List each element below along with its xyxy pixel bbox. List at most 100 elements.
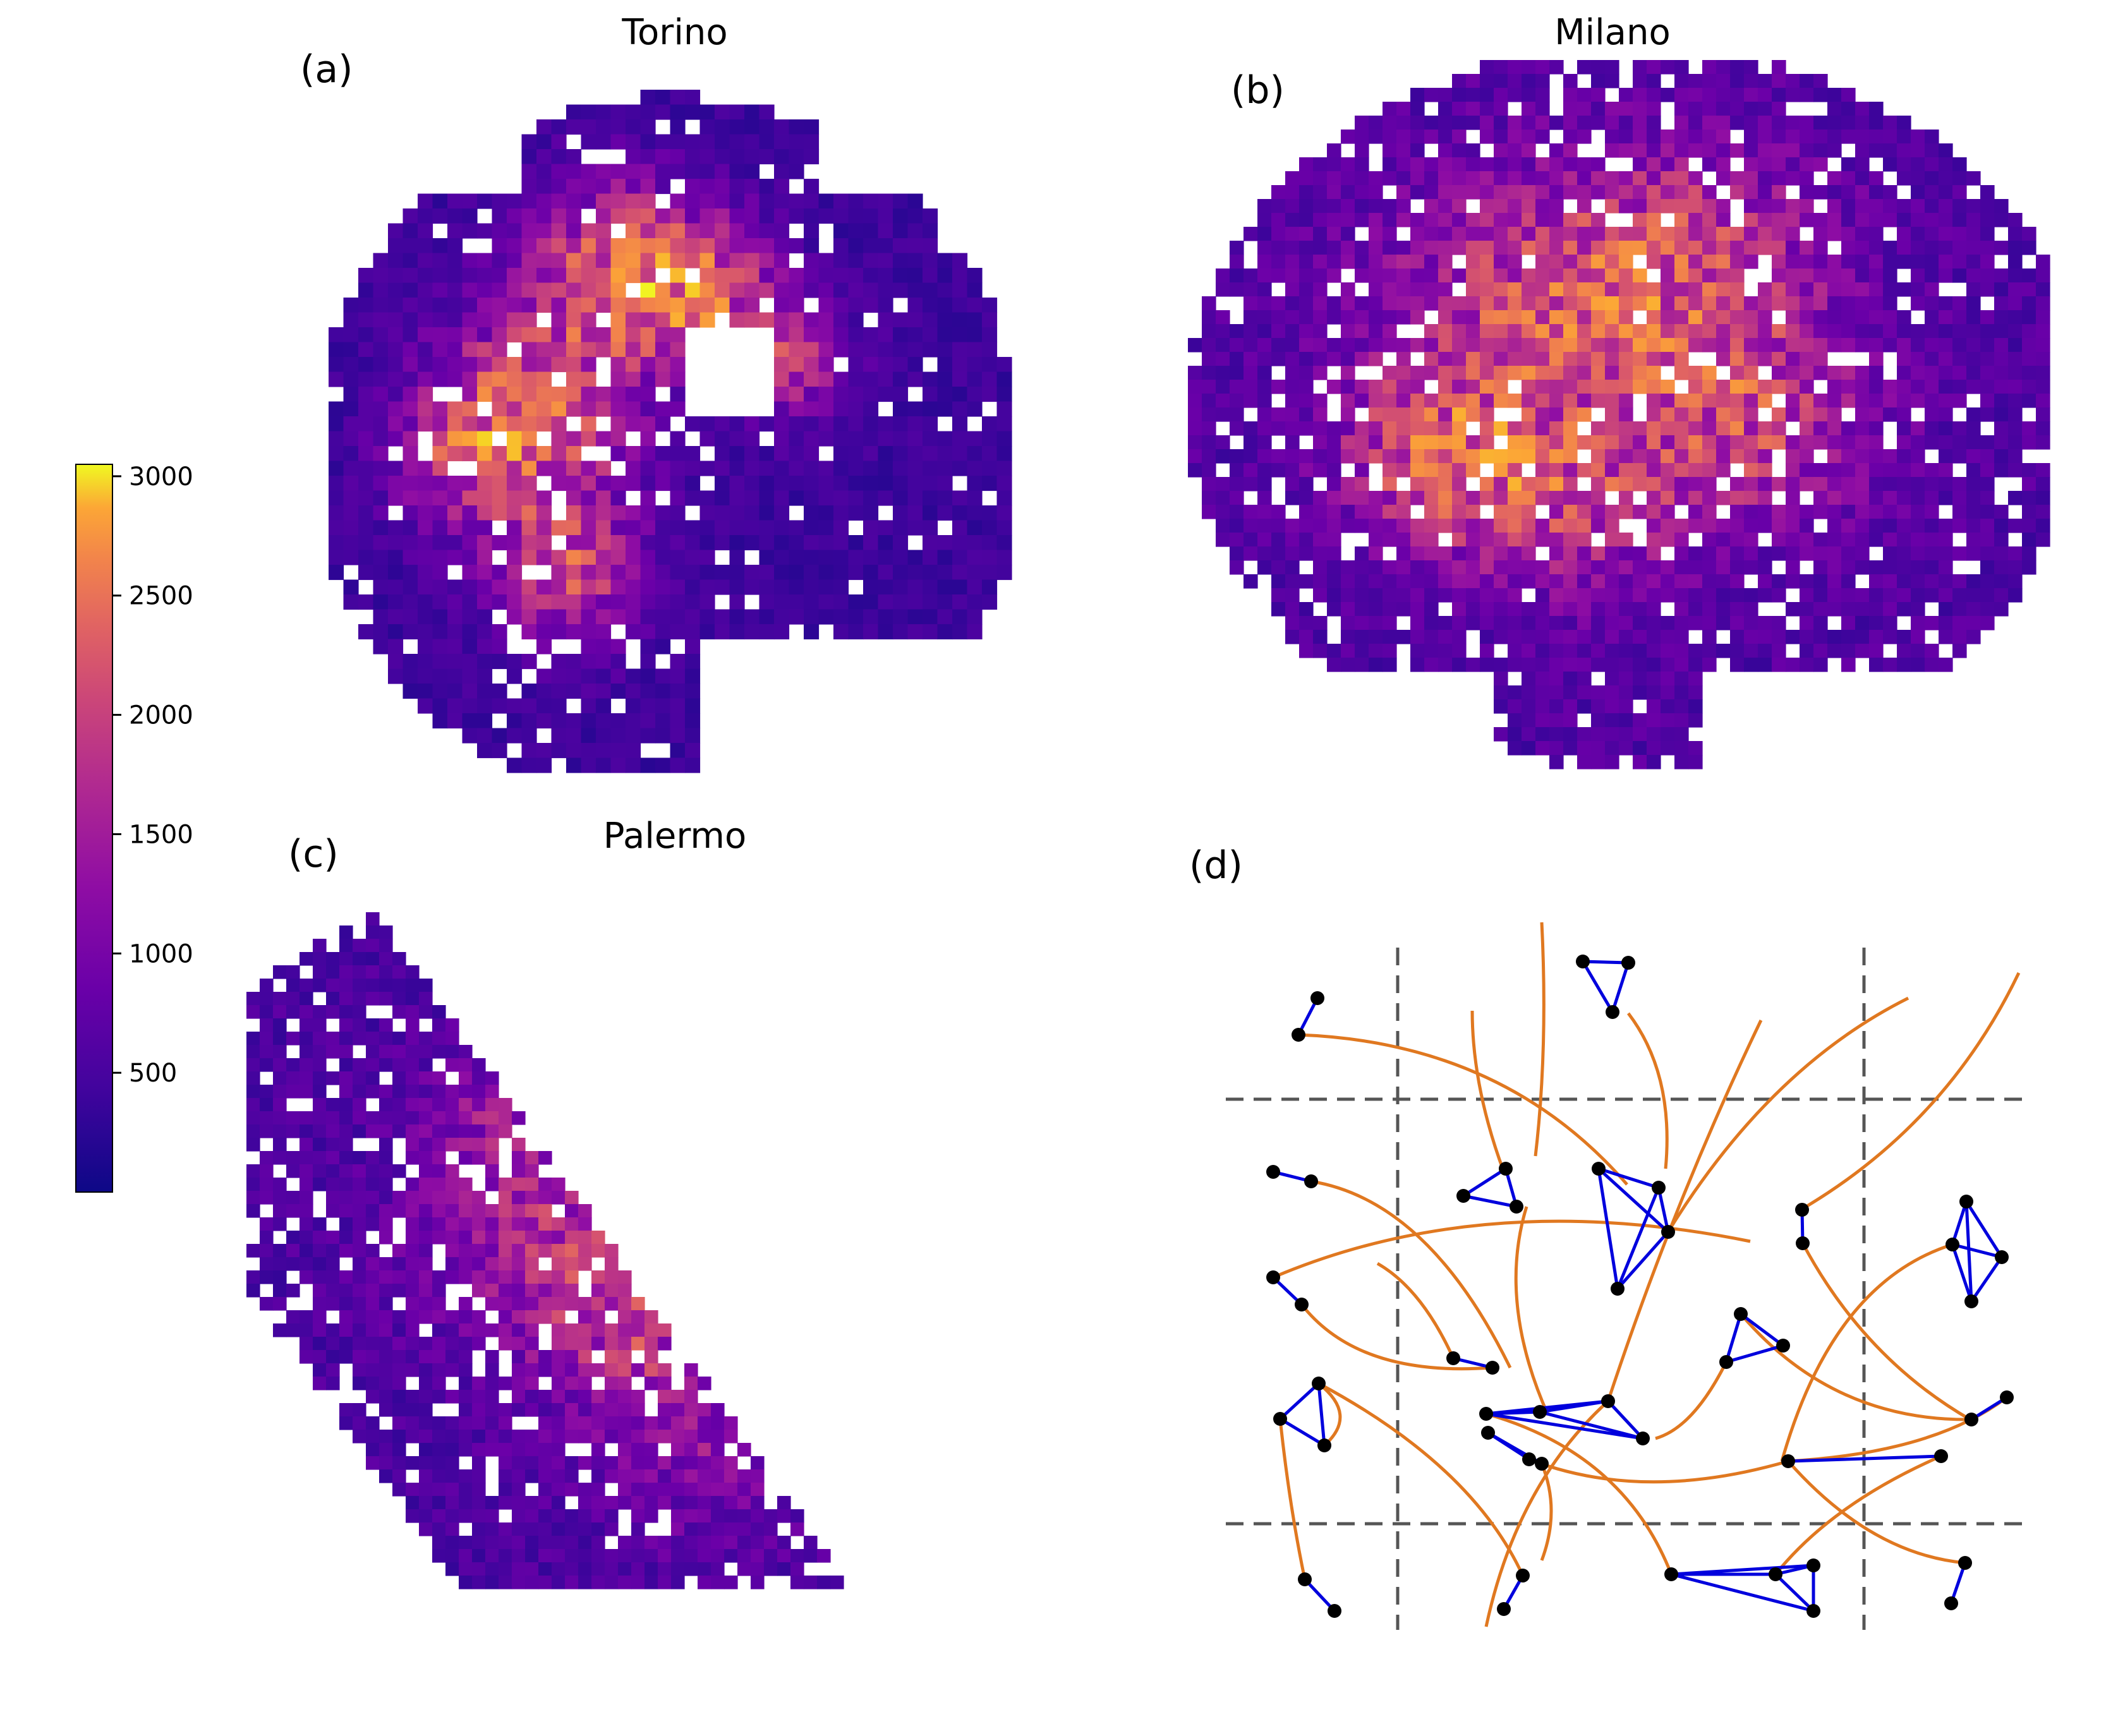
heatmap-cell [388, 624, 404, 640]
heatmap-cell [1383, 366, 1397, 380]
heatmap-cell [1299, 282, 1314, 297]
heatmap-cell [472, 1337, 486, 1351]
heatmap-cell [445, 1032, 459, 1046]
heatmap-cell [1285, 268, 1300, 283]
heatmap-cell [1758, 213, 1772, 227]
heatmap-cell [1966, 296, 1981, 311]
heatmap-cell [744, 476, 760, 491]
heatmap-cell [591, 1284, 605, 1298]
heatmap-cell [472, 1124, 486, 1138]
heatmap-cell [1508, 324, 1522, 339]
heatmap-cell [445, 1536, 459, 1550]
heatmap-cell [1591, 519, 1606, 533]
heatmap-cell [507, 282, 523, 298]
heatmap-cell [1466, 546, 1480, 561]
heatmap-cell [1633, 352, 1647, 366]
heatmap-cell [1257, 407, 1272, 422]
heatmap-cell [1744, 366, 1758, 380]
heatmap-cell [684, 1536, 698, 1550]
heatmap-cell [789, 193, 804, 209]
heatmap-cell [1980, 380, 1995, 394]
heatmap-cell [1299, 324, 1314, 339]
heatmap-cell [1522, 324, 1536, 339]
heatmap-cell [1452, 116, 1467, 130]
inter-link [1534, 922, 1546, 1157]
heatmap-cell [759, 119, 775, 135]
heatmap-cell [1647, 143, 1661, 158]
inter-link [1317, 1382, 1525, 1577]
heatmap-cell [1841, 310, 1856, 325]
heatmap-cell [626, 327, 641, 343]
heatmap-cell [273, 1005, 287, 1019]
heatmap-cell [581, 476, 596, 491]
heatmap-cell [1911, 546, 1925, 561]
heatmap-cell [610, 757, 626, 773]
heatmap-cell [260, 1191, 274, 1205]
heatmap-cell [1744, 449, 1758, 464]
heatmap-cell [1869, 560, 1884, 575]
heatmap-cell [1800, 366, 1814, 380]
heatmap-cell [273, 1124, 287, 1138]
heatmap-cell [715, 104, 730, 120]
heatmap-cell [1313, 338, 1328, 353]
heatmap-cell [1758, 88, 1772, 102]
heatmap-cell [353, 1297, 366, 1311]
heatmap-cell [392, 1058, 406, 1072]
heatmap-cell [591, 1576, 605, 1589]
heatmap-cell [366, 1377, 380, 1390]
heatmap-cell [485, 1443, 499, 1457]
heatmap-cell [1563, 213, 1578, 227]
heatmap-cell [655, 357, 671, 373]
heatmap-cell [923, 446, 938, 462]
heatmap-cell [1786, 602, 1800, 617]
heatmap-cell [804, 223, 820, 239]
heatmap-cell [525, 1244, 539, 1258]
heatmap-cell [744, 520, 760, 536]
heatmap-cell [1230, 366, 1244, 380]
heatmap-cell [1313, 324, 1328, 339]
heatmap-cell [729, 134, 745, 150]
heatmap-cell [477, 342, 493, 358]
heatmap-cell [566, 282, 582, 298]
heatmap-cell [1619, 449, 1633, 464]
heatmap-cell [1299, 616, 1314, 630]
heatmap-cell [447, 371, 463, 387]
heatmap-cell [1369, 255, 1383, 269]
heatmap-cell [1966, 588, 1981, 603]
heatmap-cell [1674, 644, 1689, 658]
heatmap-cell [670, 268, 686, 284]
heatmap-cell [313, 1005, 327, 1019]
network-node [1995, 1250, 2009, 1264]
heatmap-cell [462, 298, 478, 313]
heatmap-cell [1980, 602, 1995, 617]
heatmap-cell [1494, 199, 1508, 214]
heatmap-cell [1522, 130, 1536, 144]
heatmap-cell [492, 594, 507, 610]
heatmap-cell [699, 594, 715, 610]
heatmap-cell [1716, 449, 1731, 464]
heatmap-cell [1508, 255, 1522, 269]
heatmap-cell [711, 1456, 725, 1470]
heatmap-cell [1619, 88, 1633, 102]
heatmap-cell [1535, 435, 1550, 450]
heatmap-cell [1966, 574, 1981, 589]
heatmap-cell [1216, 435, 1230, 450]
heatmap-cell [1466, 74, 1480, 88]
intra-link [1970, 1256, 2004, 1303]
heatmap-cell [1369, 296, 1383, 311]
heatmap-cell [1925, 463, 1939, 478]
heatmap-cell [406, 1284, 420, 1298]
heatmap-cell [1897, 241, 1911, 255]
heatmap-cell [1522, 171, 1536, 186]
heatmap-cell [507, 446, 523, 462]
heatmap-cell [1535, 421, 1550, 436]
heatmap-cell [1563, 394, 1578, 408]
heatmap-cell [618, 1562, 632, 1576]
heatmap-cell [699, 431, 715, 447]
heatmap-cell [472, 1509, 486, 1523]
heatmap-cell [818, 431, 834, 447]
heatmap-cell [392, 1257, 406, 1271]
heatmap-cell [1605, 519, 1619, 533]
heatmap-cell [1841, 241, 1856, 255]
heatmap-cell [1939, 519, 1953, 533]
